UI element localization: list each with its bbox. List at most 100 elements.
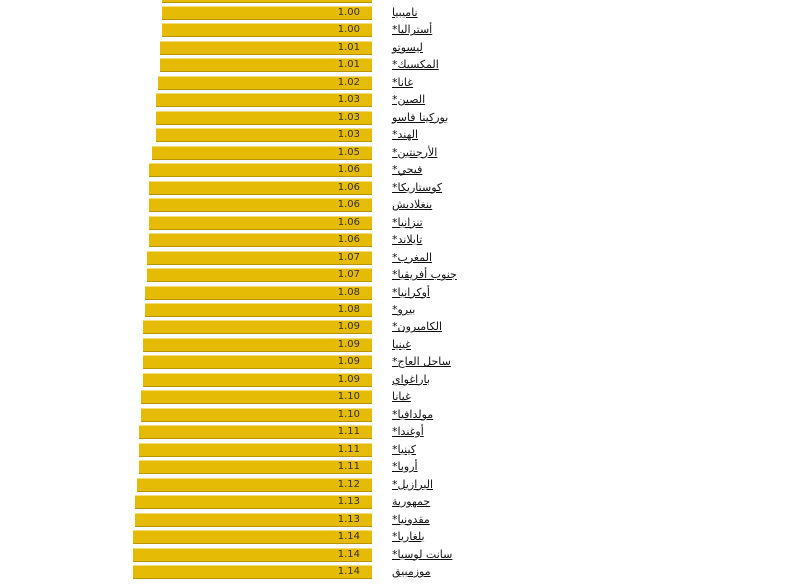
country-link[interactable]: الصين* — [392, 93, 426, 107]
country-link[interactable]: الأرجنتين* — [392, 145, 438, 159]
bar — [138, 460, 372, 475]
bar — [136, 477, 372, 492]
bar — [155, 110, 372, 125]
data-label: 1.09 — [337, 356, 360, 368]
bar — [143, 337, 372, 352]
country-link[interactable]: الهند* — [392, 128, 419, 142]
bar — [159, 58, 372, 73]
country-link[interactable]: بوركينا فاسو — [392, 110, 449, 124]
country-link[interactable]: باراغواي — [392, 372, 430, 386]
bar — [149, 163, 372, 178]
country-link[interactable]: نامیبیا — [392, 6, 418, 19]
data-label: 1.07 — [337, 269, 360, 281]
country-link[interactable]: موزمبيق — [392, 565, 431, 579]
bar — [132, 547, 372, 562]
data-label: 1.09 — [337, 321, 360, 333]
country-link[interactable]: أروبا* — [392, 460, 418, 474]
data-label: 1.05 — [337, 146, 360, 158]
bar — [151, 145, 372, 160]
country-link[interactable]: جنوب أفريقيا* — [392, 268, 457, 282]
country-link[interactable]: ليسوتو — [392, 40, 423, 54]
data-label: 1.03 — [337, 94, 360, 106]
data-label: 1.01 — [337, 41, 360, 53]
data-label: 1.03 — [337, 129, 360, 141]
bar — [162, 0, 372, 3]
country-link[interactable]: فيجي* — [392, 163, 423, 177]
bar — [147, 268, 372, 283]
data-label: 1.08 — [337, 303, 360, 315]
bar — [132, 565, 372, 580]
data-label: 1.03 — [337, 111, 360, 123]
country-link[interactable]: غانا* — [392, 75, 414, 89]
data-label: 1.09 — [337, 373, 360, 385]
data-label: 1.11 — [337, 461, 360, 473]
country-link[interactable]: بيرو* — [392, 302, 416, 316]
country-link[interactable]: المكسيك* — [392, 58, 439, 72]
data-label: 1.10 — [337, 408, 360, 420]
bar — [132, 530, 372, 545]
country-link[interactable]: غيانا — [392, 390, 411, 404]
country-link[interactable]: المغرب* — [392, 250, 432, 264]
country-link[interactable]: تنزانيا* — [392, 215, 423, 229]
data-label: 1.06 — [337, 234, 360, 246]
data-label: 1.09 — [337, 338, 360, 350]
bar — [145, 302, 372, 317]
data-label: 1.13 — [337, 513, 360, 525]
data-label: 1.07 — [337, 251, 360, 263]
data-label: 1.14 — [337, 566, 360, 578]
bar — [143, 355, 372, 370]
data-label: 1.00 — [337, 24, 360, 36]
country-link[interactable]: الكاميرون* — [392, 320, 443, 334]
country-link[interactable]: مولدافيا* — [392, 407, 434, 421]
bar — [138, 425, 372, 440]
data-label: 1.06 — [337, 199, 360, 211]
data-label: 1.06 — [337, 181, 360, 193]
country-link[interactable]: كوستاريكا* — [392, 180, 443, 194]
data-label: 1.12 — [337, 478, 360, 490]
data-label: 1.08 — [337, 286, 360, 298]
data-label: 1.02 — [337, 76, 360, 88]
country-link[interactable]: أوغندا* — [392, 425, 424, 439]
bar — [155, 93, 372, 108]
bar — [149, 215, 372, 230]
bar — [157, 75, 372, 90]
country-link[interactable]: سانت لوسيا* — [392, 547, 453, 561]
country-link[interactable]: كينيا* — [392, 442, 417, 456]
country-link[interactable]: أستراليا* — [392, 23, 433, 37]
data-label: 1.00 — [337, 7, 360, 18]
country-link[interactable]: البرازيل* — [392, 477, 434, 491]
bar — [141, 390, 372, 405]
bar — [134, 512, 372, 527]
data-label: 1.14 — [337, 548, 360, 560]
bar — [149, 180, 372, 195]
bar — [159, 40, 372, 55]
bar — [149, 233, 372, 248]
country-link[interactable]: أوكرانيا* — [392, 285, 430, 299]
data-label: 1.10 — [337, 391, 360, 403]
bar — [162, 23, 372, 38]
data-label: 1.11 — [337, 426, 360, 438]
country-link[interactable]: تايلاند* — [392, 233, 423, 247]
data-label: 1.06 — [337, 216, 360, 228]
bar — [162, 6, 372, 20]
bar — [143, 320, 372, 335]
country-link[interactable]: بنغلاديش — [392, 198, 433, 212]
data-label: 1.01 — [337, 59, 360, 71]
bar — [138, 442, 372, 457]
data-label: 1.14 — [337, 531, 360, 543]
country-link[interactable]: غينيا — [392, 337, 412, 351]
bar — [143, 372, 372, 387]
data-label: 1.06 — [337, 164, 360, 176]
bar — [134, 495, 372, 510]
bar — [141, 407, 372, 422]
country-link[interactable]: ساحل العاج* — [392, 355, 451, 369]
country-link[interactable]: مقدونيا* — [392, 512, 430, 526]
bar — [149, 198, 372, 213]
data-label: 1.13 — [337, 496, 360, 508]
country-link[interactable]: جمهورية — [392, 495, 431, 509]
bar — [155, 128, 372, 143]
data-label: 1.11 — [337, 443, 360, 455]
country-link[interactable]: بلغاريا* — [392, 530, 425, 544]
bar — [145, 285, 372, 300]
